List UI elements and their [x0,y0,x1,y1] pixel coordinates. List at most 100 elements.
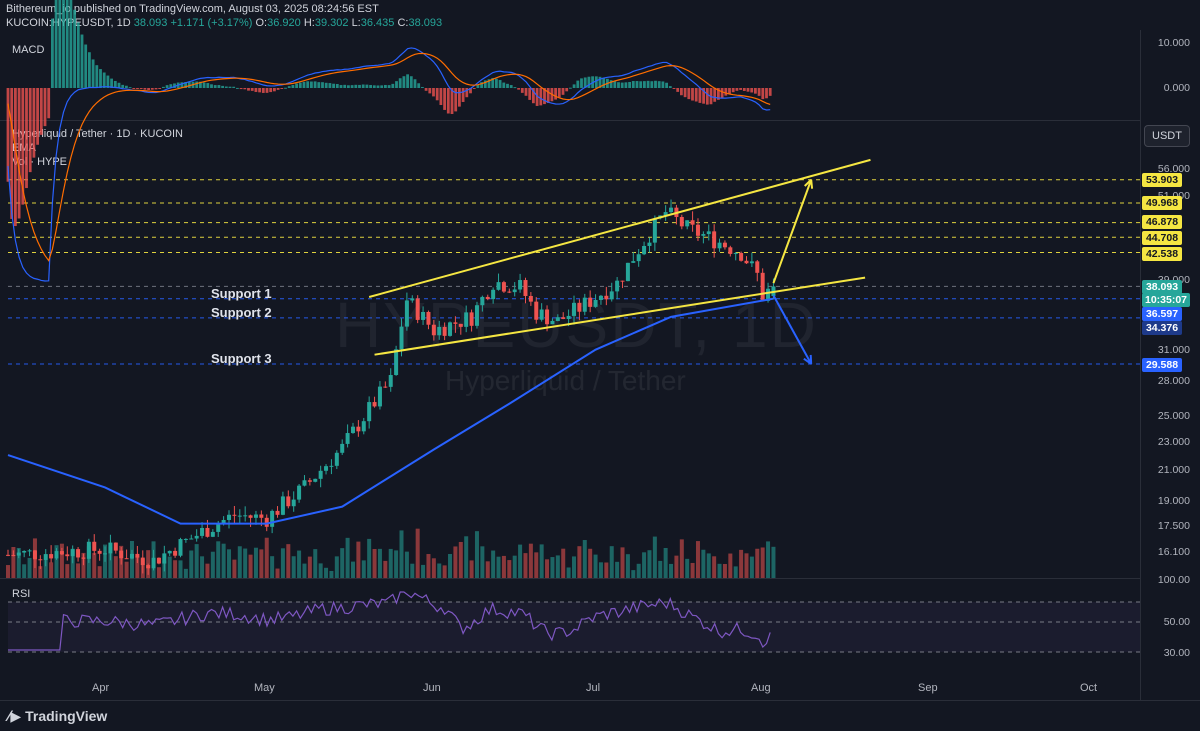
candle [626,263,630,281]
candle [707,231,711,234]
volume-bar [631,570,635,578]
volume-bar [755,549,759,578]
volume-bar [739,550,743,578]
level-label: 34.376 [1142,321,1182,335]
candle [518,280,522,289]
macd-histogram-bar [425,88,428,91]
macd-histogram-bar [576,81,579,88]
macd-histogram-bar [658,81,661,88]
volume-bar [523,553,527,578]
volume-bar [286,544,290,578]
candle [168,551,172,553]
macd-histogram-bar [210,84,213,88]
volume-bar [200,556,204,578]
price-tick: 21.000 [1158,464,1190,476]
candle [529,296,533,302]
macd-histogram-bar [377,85,380,88]
candle [691,220,695,224]
macd-histogram-bar [221,86,224,88]
macd-histogram-bar [321,82,324,88]
level-label: 42.538 [1142,247,1182,261]
macd-histogram-bar [691,88,694,101]
volume-bar [459,542,463,578]
volume-bar [346,538,350,578]
rsi-tick: 100.00 [1158,574,1190,586]
candle [480,297,484,305]
candle [308,480,312,482]
volume-bar [162,561,166,578]
volume-bar [351,562,355,578]
volume-bar [6,565,10,578]
macd-histogram-bar [473,88,476,89]
volume-bar [426,554,430,578]
macd-histogram-bar [151,88,154,90]
macd-histogram-bar [251,88,254,91]
macd-histogram-bar [292,85,295,88]
candle [453,322,457,323]
macd-histogram-bar [266,88,269,93]
volume-bar [577,546,581,578]
volume-bar [766,541,770,578]
macd-histogram-bar [580,78,583,88]
macd-histogram-bar [443,88,446,110]
macd-histogram-bar [269,88,272,92]
candle [669,208,673,212]
candle [523,280,527,296]
volume-bar [599,562,603,578]
macd-histogram-bar [673,88,676,89]
candle [459,324,463,327]
volume-bar [152,541,156,578]
macd-histogram-bar [206,83,209,88]
macd-histogram-bar [362,84,365,88]
price-tick: 28.000 [1158,375,1190,387]
rsi-band [8,602,1140,652]
volume-bar [594,555,598,578]
candle [588,298,592,307]
macd-histogram-bar [391,84,394,88]
tradingview-logo[interactable]: ⁄▶TradingView [8,708,107,725]
macd-histogram-bar [55,0,58,88]
price-chart[interactable] [0,0,1200,700]
candle [647,243,651,246]
macd-histogram-bar [406,74,409,88]
volume-bar [674,556,678,578]
volume-bar [135,556,139,578]
macd-histogram-bar [58,0,61,88]
macd-histogram-bar [621,83,624,88]
macd-histogram-bar [643,81,646,88]
macd-histogram-bar [687,88,690,99]
candle [340,444,344,453]
macd-histogram-bar [369,85,372,88]
macd-histogram-bar [417,83,420,88]
volume-bar [588,549,592,578]
macd-histogram-bar [510,85,513,88]
volume-bar [771,547,775,578]
macd-histogram-bar [388,85,391,88]
macd-histogram-bar [236,88,239,89]
macd-histogram-bar [521,88,524,93]
candle [631,261,635,263]
price-tick: 31.000 [1158,344,1190,356]
macd-histogram-bar [166,85,169,88]
macd-histogram-bar [33,88,36,158]
volume-bar [701,550,705,578]
volume-bar [734,566,738,578]
candle [426,312,430,325]
candle [373,402,377,406]
macd-histogram-bar [410,76,413,88]
macd-histogram-bar [243,88,246,89]
candle [583,298,587,312]
volume-bar [615,562,619,578]
volume-bar [125,562,129,578]
volume-bar [216,541,220,578]
candle [680,217,684,226]
level-label: 53.903 [1142,173,1182,187]
macd-histogram-bar [314,81,317,88]
macd-histogram-bar [684,88,687,97]
macd-histogram-bar [295,84,298,88]
volume-bar [130,541,134,578]
macd-histogram-bar [354,85,357,88]
macd-histogram-bar [70,0,73,88]
volume-bar [211,552,215,578]
macd-histogram-bar [462,88,465,102]
